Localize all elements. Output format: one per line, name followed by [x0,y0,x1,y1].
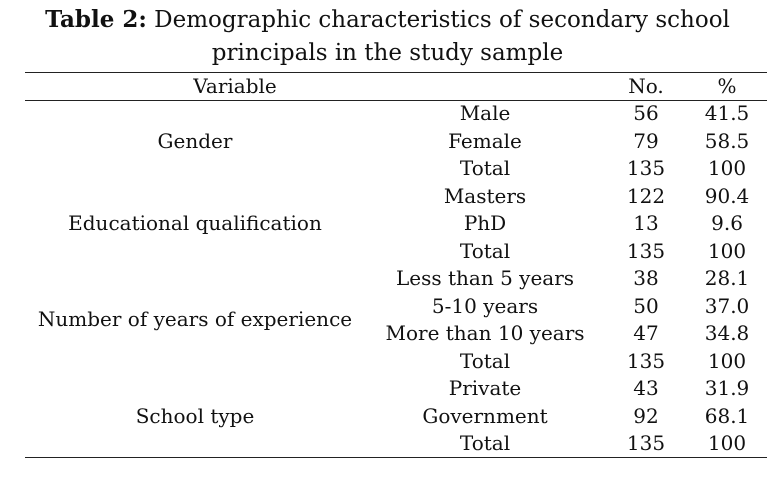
table-caption-label: Table 2: [45,6,147,33]
percent-cell: 68.1 [704,403,750,428]
category-cell: Male [459,101,511,125]
table-row: Female 79 58.5 [25,128,767,156]
table-caption-continuation: principals in the study sample [211,40,564,66]
count-cell: 43 [633,376,659,400]
count-cell: 122 [626,183,666,208]
table-row: School type Private 43 31.9 [25,375,767,428]
table-row: PhD 13 9.6 [25,210,767,238]
percent-cell: 37.0 [704,293,750,318]
header-no: No. [628,74,664,98]
table-row: Total 135 100 [25,348,767,376]
table-caption: Table 2: Demographic characteristics of … [0,5,775,35]
count-cell: 47 [633,321,659,345]
percent-cell: 58.5 [704,128,750,153]
count-cell: 38 [633,266,659,290]
percent-cell: 31.9 [704,376,750,400]
table-row: Total 135 100 [25,155,767,183]
percent-cell: 41.5 [704,101,750,125]
category-cell: Government [422,403,548,428]
group-label-years-of-experience: Number of years of experience [37,307,353,332]
percent-cell: 100 [707,431,747,455]
category-cell: Total [459,238,511,263]
table-row: More than 10 years 47 34.8 [25,320,767,348]
percent-cell: 9.6 [711,211,743,235]
percent-cell: 100 [707,156,747,180]
header-variable: Variable [193,74,277,98]
table-header-row: Variable No. % [25,72,767,100]
category-cell: Less than 5 years [395,266,575,290]
category-cell: 5-10 years [431,293,539,318]
category-cell: Total [459,156,511,180]
percent-cell: 90.4 [704,183,750,208]
category-cell: More than 10 years [385,321,585,345]
count-cell: 135 [626,238,666,263]
category-cell: Female [448,128,522,153]
table-row: Government 92 68.1 [25,403,767,431]
table-bottom-rule [25,457,767,458]
group-label-educational-qualification: Educational qualification [68,211,322,235]
category-cell: Masters [443,183,527,208]
table-row: Gender Male 56 41.5 [25,100,767,153]
count-cell: 135 [626,156,666,180]
table-header-rule [25,100,767,101]
count-cell: 50 [633,293,659,318]
table-row: Total 135 100 [25,238,767,266]
group-label-gender: Gender [157,128,233,153]
demographics-table: Variable No. % Gender Male 56 41.5 Femal… [25,72,767,458]
percent-cell: 34.8 [704,321,750,345]
count-cell: 135 [626,348,666,373]
percent-cell: 28.1 [704,266,750,290]
count-cell: 92 [633,403,659,428]
count-cell: 135 [626,431,666,455]
category-cell: Total [459,431,511,455]
category-cell: PhD [463,211,507,235]
category-cell: Private [448,376,522,400]
table-row: Educational qualification Masters 122 90… [25,183,767,236]
group-label-school-type: School type [135,403,255,428]
table-top-rule [25,72,767,73]
percent-cell: 100 [707,238,747,263]
count-cell: 56 [633,101,659,125]
table-row: Total 135 100 [25,430,767,458]
table-caption-text: Demographic characteristics of secondary… [154,7,730,33]
table-row: Number of years of experience Less than … [25,265,767,331]
count-cell: 79 [633,128,659,153]
percent-cell: 100 [707,348,747,373]
category-cell: Total [459,348,511,373]
table-row: 5-10 years 50 37.0 [25,293,767,321]
count-cell: 13 [633,211,659,235]
header-pct: % [717,74,737,98]
